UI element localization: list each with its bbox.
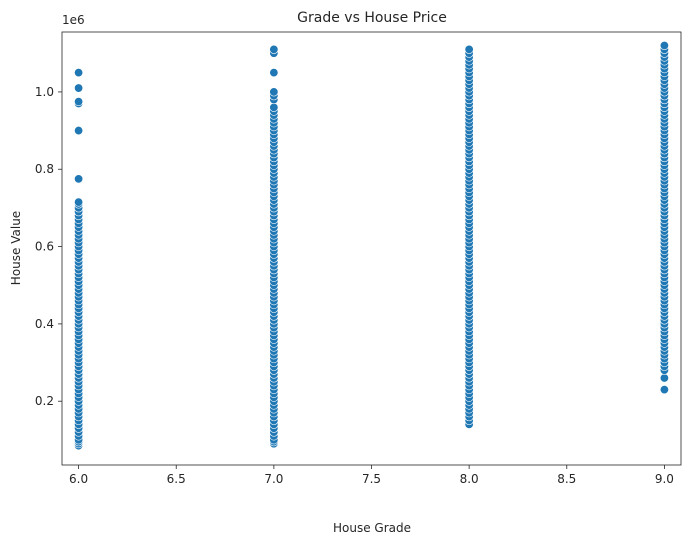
data-point	[74, 174, 84, 184]
x-tick-label: 8.0	[460, 472, 479, 486]
data-point	[74, 197, 84, 207]
data-points	[74, 41, 669, 451]
data-point	[74, 83, 84, 93]
x-tick-label: 7.0	[264, 472, 283, 486]
x-axis-label: House Grade	[333, 521, 411, 535]
x-tick-label: 6.0	[69, 472, 88, 486]
x-tick-label: 9.0	[655, 472, 674, 486]
data-point	[74, 97, 84, 107]
chart-title: Grade vs House Price	[297, 10, 447, 26]
data-point	[74, 126, 84, 136]
x-tick-label: 7.5	[362, 472, 381, 486]
y-tick-label: 0.2	[35, 394, 54, 408]
data-point	[659, 41, 669, 51]
plot-frame	[61, 31, 682, 466]
y-tick-label: 1.0	[35, 85, 54, 99]
data-point	[659, 385, 669, 395]
x-tick-label: 6.5	[167, 472, 186, 486]
y-axis-label: House Value	[9, 211, 23, 285]
data-point	[659, 373, 669, 383]
y-tick-label: 0.8	[35, 162, 54, 176]
y-axis-ticks: 0.2 0.4 0.6 0.8 1.0	[35, 85, 62, 408]
y-tick-label: 0.4	[35, 317, 54, 331]
data-point	[269, 68, 279, 78]
y-offset-label: 1e6	[62, 13, 85, 27]
x-tick-label: 8.5	[557, 472, 576, 486]
x-axis-ticks: 6.0 6.5 7.0 7.5 8.0 8.5 9.0	[69, 465, 674, 486]
data-point	[269, 87, 279, 97]
data-point	[269, 102, 279, 112]
data-point	[74, 68, 84, 78]
y-tick-label: 0.6	[35, 240, 54, 254]
data-point	[269, 44, 279, 54]
data-point	[464, 44, 474, 54]
